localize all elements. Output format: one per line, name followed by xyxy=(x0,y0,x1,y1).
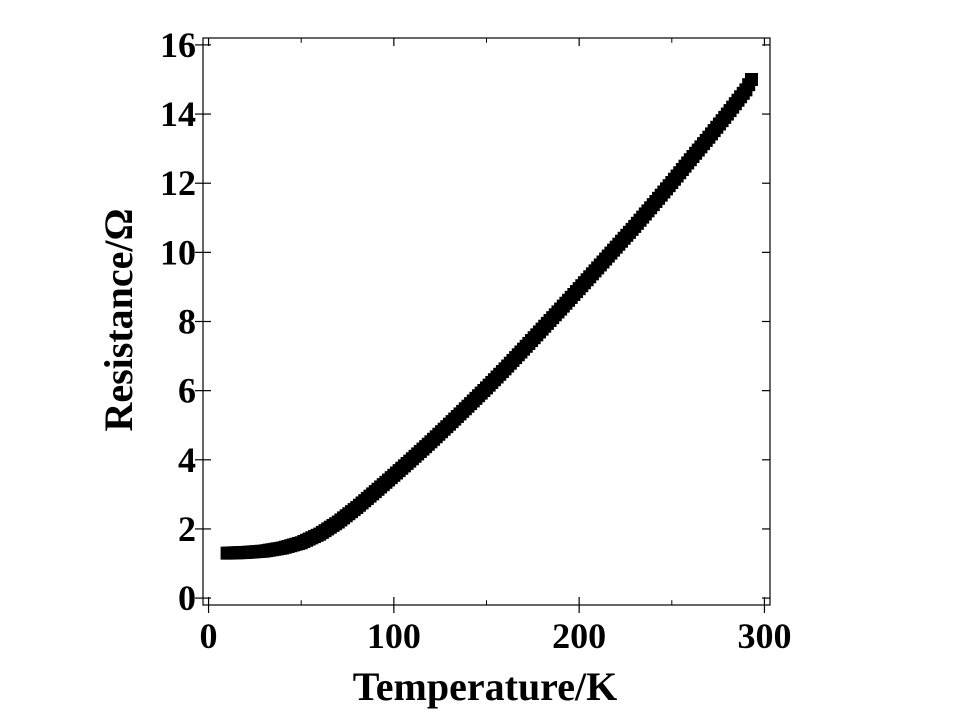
y-tick-label: 2 xyxy=(178,509,196,549)
y-tick-label: 10 xyxy=(160,232,196,272)
x-tick-label: 200 xyxy=(552,616,606,656)
plot-frame-group xyxy=(202,37,771,606)
y-tick-label: 8 xyxy=(178,302,196,342)
y-tick-label: 0 xyxy=(178,578,196,618)
y-tick-label: 4 xyxy=(178,440,196,480)
y-axis-label: Resistance/Ω xyxy=(96,208,141,431)
x-tick-label: 0 xyxy=(200,616,218,656)
y-tick-label: 12 xyxy=(160,163,196,203)
data-points-group xyxy=(220,72,758,560)
y-tick-label: 16 xyxy=(160,25,196,65)
y-tick-label: 6 xyxy=(178,371,196,411)
data-point xyxy=(744,72,758,86)
axis-ticks-group xyxy=(195,38,770,613)
x-tick-label: 300 xyxy=(737,616,791,656)
x-axis-label: Temperature/K xyxy=(353,664,617,709)
y-tick-label: 14 xyxy=(160,94,196,134)
tick-labels-group: 0 100 200 300 0 2 4 6 8 10 12 14 16 xyxy=(160,25,791,656)
plot-frame xyxy=(202,37,771,606)
x-tick-label: 100 xyxy=(367,616,421,656)
